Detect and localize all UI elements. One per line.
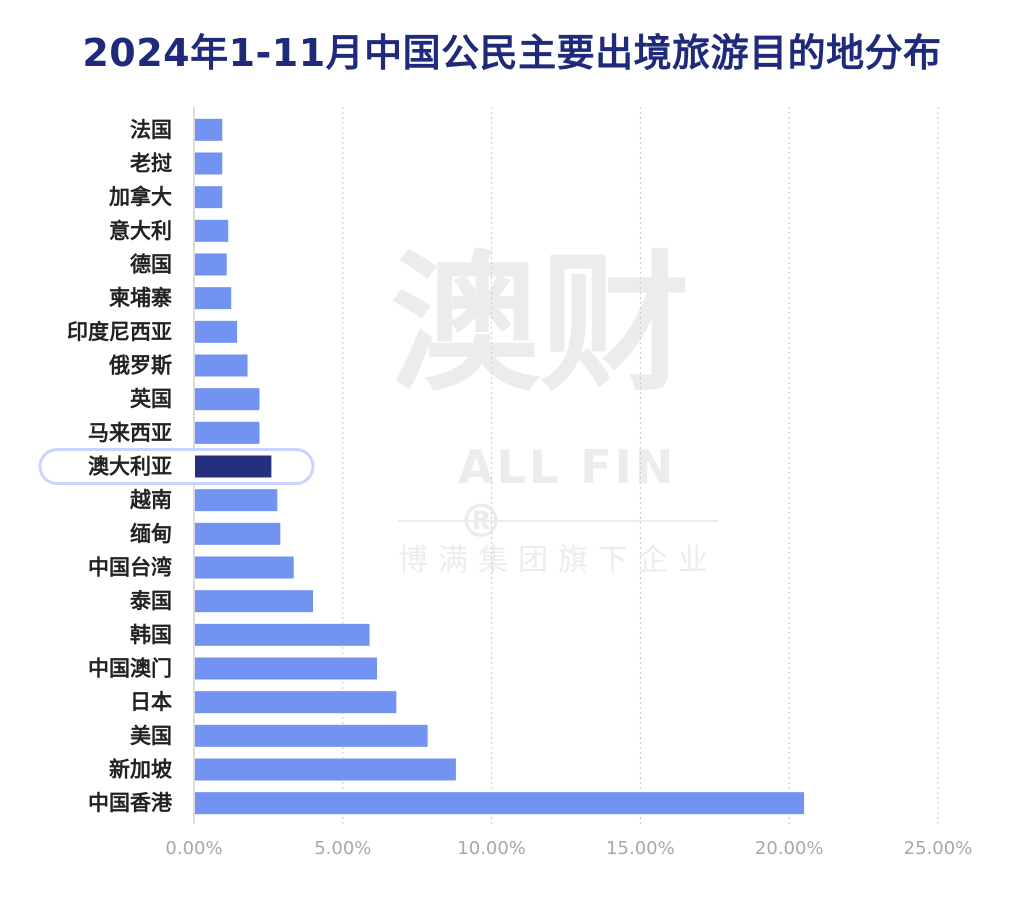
x-tick-label: 5.00% [314,838,371,859]
category-label: 意大利 [109,219,172,243]
category-label: 美国 [130,724,172,748]
category-label: 印度尼西亚 [67,320,172,344]
bar [195,792,805,815]
x-tick-label: 20.00% [755,838,824,859]
bar [195,152,223,175]
bar [195,253,227,276]
highlight-pill [38,448,315,485]
category-label: 中国香港 [88,791,173,815]
bar [195,320,238,343]
category-label: 柬埔寨 [109,286,172,310]
bar [195,455,272,478]
category-label: 德国 [130,253,172,277]
bar [195,219,229,242]
bar [195,724,428,747]
category-label: 中国台湾 [88,556,172,580]
x-tick-label: 10.00% [457,838,526,859]
bar [195,590,314,613]
category-label: 中国澳门 [88,657,172,681]
bar [195,522,281,545]
x-tick-label: 0.00% [165,838,222,859]
category-label: 缅甸 [130,522,172,546]
category-label: 日本 [130,690,172,714]
bar [195,388,260,411]
bar [195,758,456,781]
category-label: 澳大利亚 [88,455,172,479]
x-tick-label: 15.00% [606,838,675,859]
bar [195,421,260,444]
bar [195,556,294,579]
bar [195,623,370,646]
category-label: 越南 [129,488,172,512]
bar [195,691,397,714]
category-label: 韩国 [130,623,172,647]
x-tick-label: 25.00% [904,838,973,859]
bar [195,186,223,209]
category-label: 泰国 [129,589,172,613]
bar [195,657,378,680]
category-label: 马来西亚 [88,421,172,445]
category-label: 英国 [130,387,172,411]
bar [195,489,278,512]
category-label: 新加坡 [109,758,172,782]
bar [195,287,232,310]
bar [195,354,248,377]
category-label: 法国 [130,118,172,142]
category-label: 老挝 [130,152,173,176]
chart-title: 2024年1-11月中国公民主要出境旅游目的地分布 [82,31,942,75]
category-label: 加拿大 [108,185,172,209]
bar [195,118,223,141]
category-label: 俄罗斯 [108,354,172,378]
